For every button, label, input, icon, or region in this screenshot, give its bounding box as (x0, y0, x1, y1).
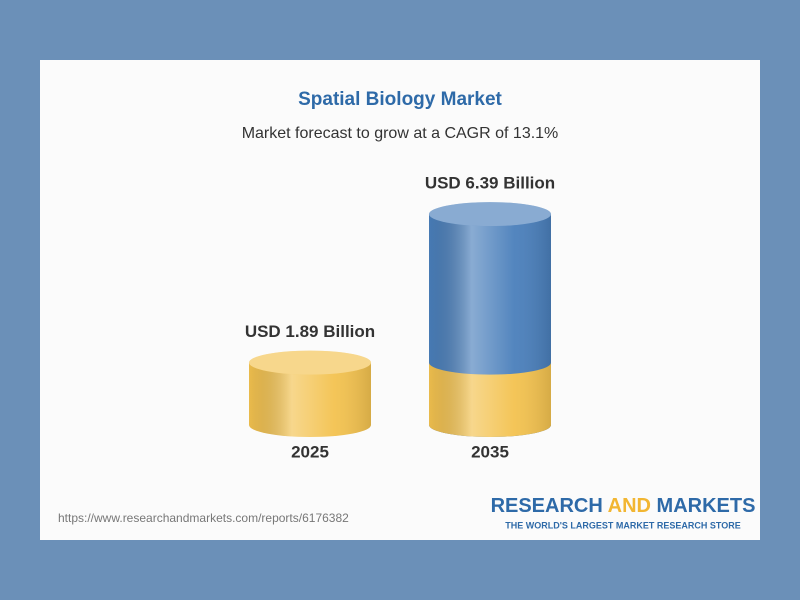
x-tick-label: 2035 (471, 442, 509, 461)
cylinder-shine (249, 362, 371, 437)
card (40, 60, 760, 540)
chart-subtitle: Market forecast to grow at a CAGR of 13.… (242, 125, 559, 142)
brand-part: RESEARCH (491, 495, 603, 517)
brand-logo: RESEARCH AND MARKETS (491, 495, 756, 517)
x-tick-label: 2025 (291, 442, 329, 461)
cylinder-top-light (249, 350, 371, 375)
cylinder-shine (429, 362, 551, 437)
chart-title: Spatial Biology Market (298, 89, 502, 110)
cylinder-top (429, 202, 551, 227)
brand-part: AND (608, 495, 651, 517)
value-label: USD 1.89 Billion (245, 322, 375, 341)
cylinder-top-light (429, 202, 551, 227)
value-label: USD 6.39 Billion (425, 174, 555, 193)
cylinder-top (249, 350, 371, 375)
brand-part: MARKETS (657, 495, 756, 517)
brand-tagline: THE WORLD'S LARGEST MARKET RESEARCH STOR… (505, 520, 740, 530)
source-url: https://www.researchandmarkets.com/repor… (58, 511, 349, 525)
